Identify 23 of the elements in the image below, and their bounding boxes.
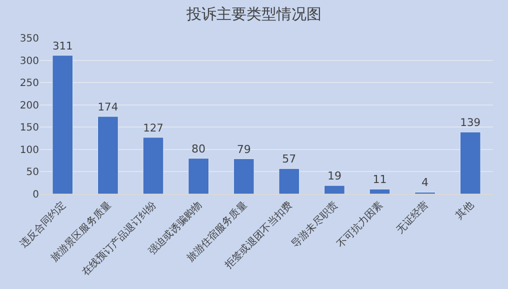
data-label: 11 [372,173,387,186]
data-label: 4 [422,176,429,190]
bar [324,185,345,194]
data-label: 19 [327,170,342,183]
y-tick-label: 350 [20,34,39,44]
y-tick-label: 150 [20,122,39,134]
chart-title: 投诉主要类型情况图 [186,5,322,24]
x-tick-label: 无证经营 [394,199,431,236]
data-label: 311 [52,39,73,52]
x-tick-label: 其他 [453,199,476,222]
y-tick-label: 50 [26,167,39,178]
data-label: 127 [143,121,164,134]
data-label: 79 [236,142,251,156]
data-label: 80 [192,142,206,156]
data-label: 139 [460,116,481,130]
y-tick-label: 300 [20,56,39,67]
y-tick-label: 0 [32,190,39,200]
bar [369,188,390,194]
y-tick-label: 250 [20,78,39,90]
y-tick-label: 200 [20,100,39,112]
data-label: 57 [282,152,296,166]
data-label: 174 [98,100,118,114]
y-tick-label: 100 [20,144,39,156]
